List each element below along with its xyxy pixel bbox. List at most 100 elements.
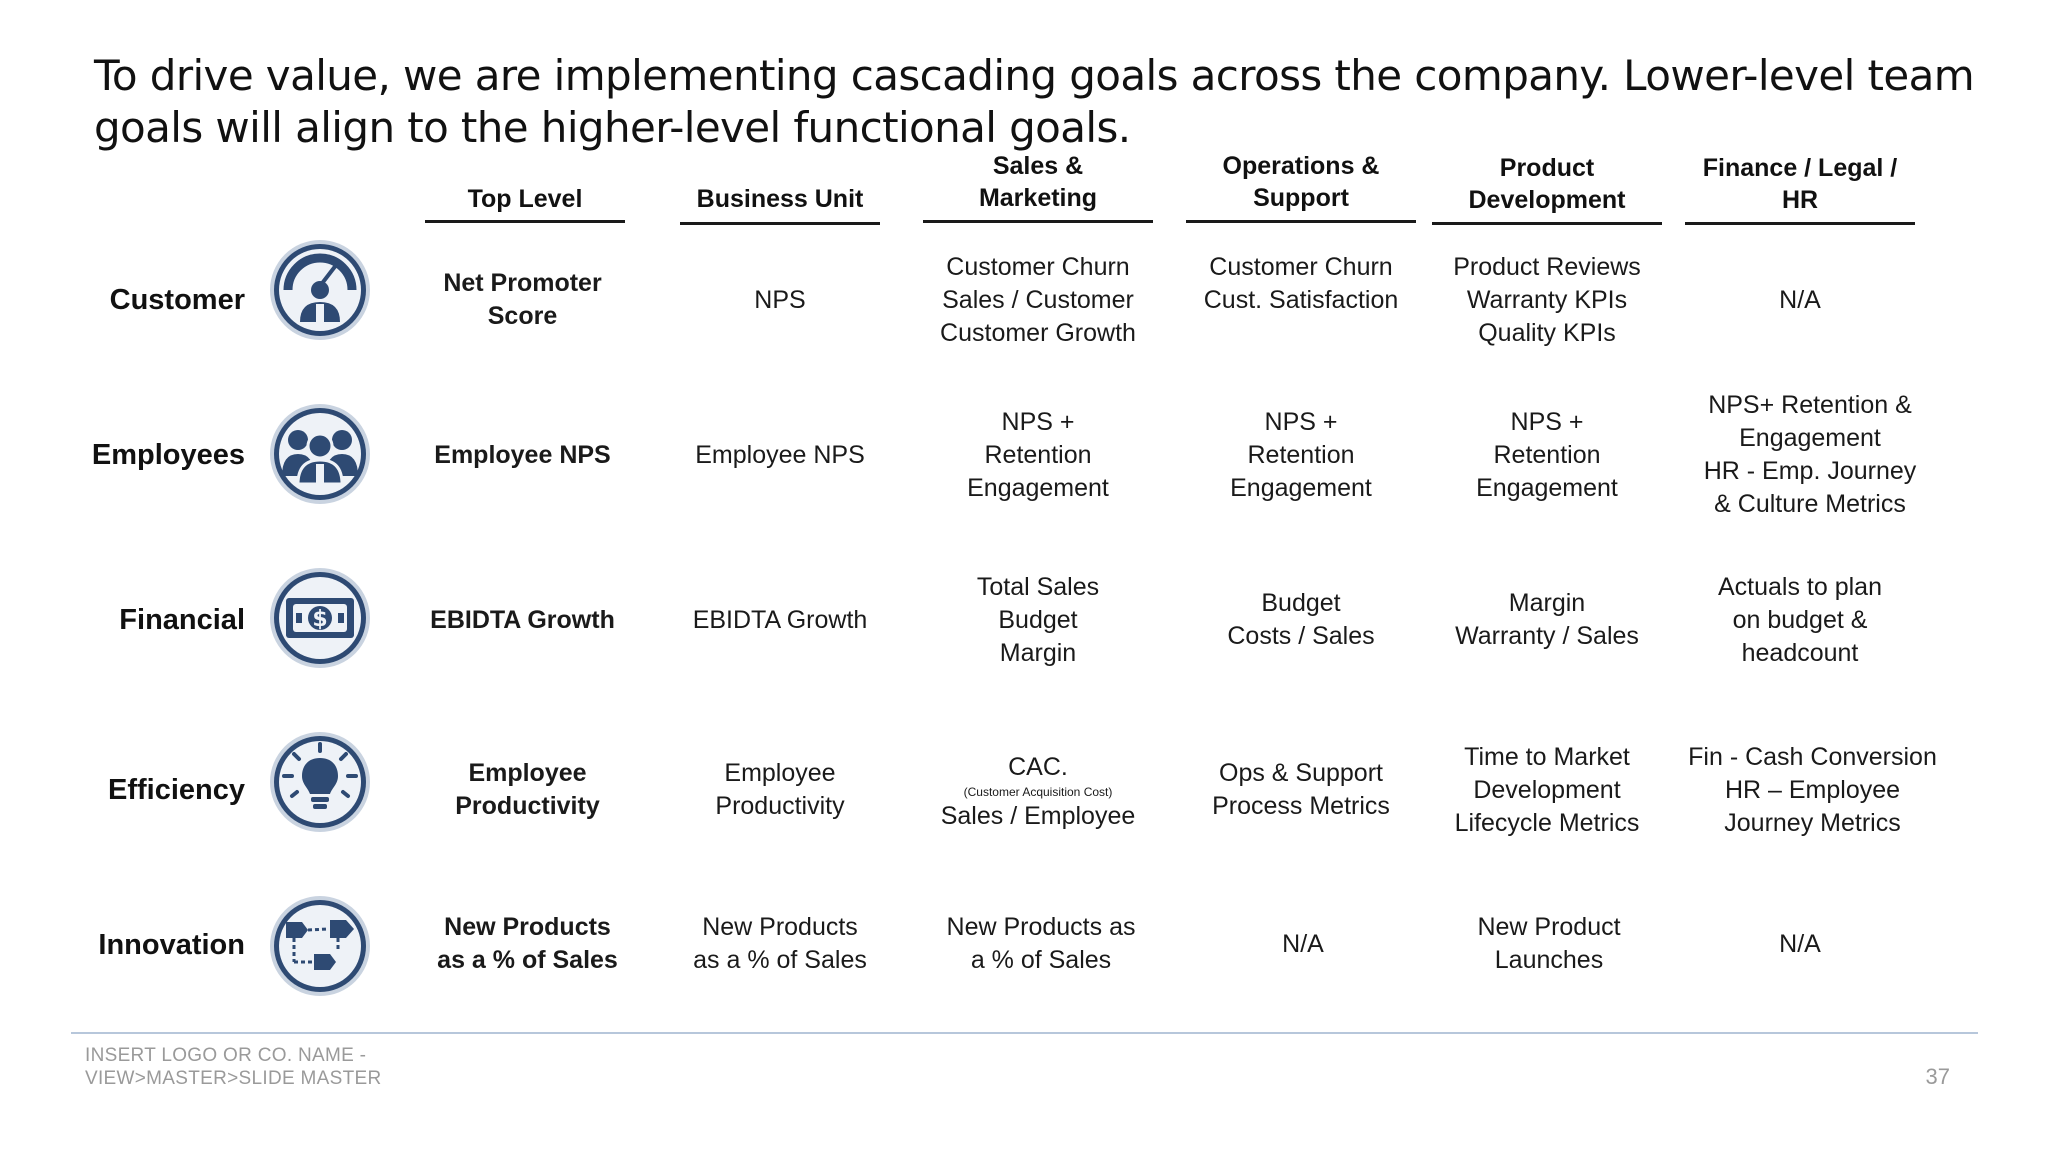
cell-line: Net Promoter [443, 269, 602, 297]
cell-line: NPS [754, 285, 806, 314]
cell-line: on budget & [1732, 605, 1868, 634]
process-flow-icon [268, 894, 372, 998]
cell-employees-product-development: NPS + Retention Engagement [1422, 385, 1672, 525]
cell-customer-business-unit: NPS [665, 230, 895, 370]
column-header-line: HR [1781, 186, 1819, 214]
cell-line: Warranty KPIs [1466, 285, 1628, 314]
cell-line: as a % of Sales [437, 946, 618, 974]
cell-efficiency-finance-legal-hr: Fin - Cash Conversion HR – Employee Jour… [1675, 720, 1950, 860]
column-header-operations-support: Operations & Support [1186, 146, 1416, 214]
cell-line: Retention [1247, 440, 1355, 469]
cell-line: Cust. Satisfaction [1203, 286, 1399, 314]
cell-line: Budget [998, 605, 1078, 634]
cell-line: HR – Employee [1724, 775, 1901, 804]
cell-line: HR - Emp. Journey [1703, 457, 1917, 485]
column-header-line: Operations & [1222, 152, 1380, 180]
cell-line: NPS+ Retention & [1708, 391, 1912, 419]
column-header-line: Development [1468, 186, 1626, 214]
cell-line: New Product [1477, 913, 1621, 941]
cell-line: Total Sales [976, 572, 1100, 601]
column-underline [680, 222, 880, 225]
lightbulb-icon [268, 730, 372, 834]
footer-line: VIEW>MASTER>SLIDE MASTER [85, 1068, 382, 1089]
column-header-top-level: Top Level [425, 165, 625, 215]
cell-line: CAC. [1008, 753, 1068, 781]
cell-line: NPS + [1001, 407, 1075, 436]
row-label-customer: Customer [109, 283, 245, 316]
cell-line: N/A [1779, 285, 1821, 314]
footer-divider [71, 1032, 1978, 1034]
cell-efficiency-operations-support: Ops & Support Process Metrics [1176, 720, 1426, 860]
cell-line: Employee [468, 759, 587, 787]
cell-line: Launches [1494, 946, 1604, 974]
cell-line: & Culture Metrics [1714, 490, 1906, 518]
cell-line: NPS + [1510, 407, 1584, 436]
page-number: 37 [1925, 1064, 1950, 1089]
cell-employees-finance-legal-hr: NPS+ Retention & Engagement HR - Emp. Jo… [1685, 385, 1935, 525]
cell-line: New Products as [946, 913, 1136, 941]
column-header-line: Sales & [992, 152, 1084, 180]
cell-line: N/A [1282, 929, 1324, 958]
cell-line: Budget [1261, 589, 1341, 617]
cell-line: Process Metrics [1212, 792, 1390, 820]
cell-customer-top-level: Net Promoter Score [410, 230, 635, 370]
dollar-bill-icon: $ [268, 566, 372, 670]
cell-efficiency-product-development: Time to Market Development Lifecycle Met… [1422, 720, 1672, 860]
cell-financial-business-unit: EBIDTA Growth [665, 550, 895, 690]
cell-innovation-top-level: New Products as a % of Sales [415, 874, 640, 1014]
cell-line: Productivity [715, 792, 845, 820]
cell-line: Employee NPS [695, 440, 865, 469]
cell-line: Sales / Customer [942, 285, 1134, 314]
cell-line: Productivity [455, 792, 600, 820]
cell-line: Margin [1508, 589, 1586, 617]
cell-line: Product Reviews [1453, 252, 1641, 281]
column-header-line: Support [1253, 184, 1349, 212]
cell-line: Retention [1493, 440, 1601, 469]
cell-line: Sales / Employee [940, 802, 1136, 830]
cell-footnote: (Customer Acquisition Cost) [963, 785, 1113, 799]
cell-line: Customer Churn [1209, 253, 1393, 281]
cell-line: Warranty / Sales [1455, 622, 1639, 650]
cell-line: Engagement [1739, 424, 1881, 452]
cell-employees-operations-support: NPS + Retention Engagement [1176, 385, 1426, 525]
cell-line: Customer Churn [946, 252, 1130, 281]
cell-line: Customer Growth [940, 318, 1136, 347]
cell-line: Employee [724, 759, 836, 787]
team-icon [268, 402, 372, 506]
cell-innovation-finance-legal-hr: N/A [1675, 874, 1925, 1014]
column-header-line: Business Unit [696, 185, 864, 213]
cell-line: New Products [702, 913, 858, 941]
slide-title: To drive value, we are implementing casc… [94, 51, 1975, 152]
cell-line: N/A [1779, 929, 1821, 958]
cell-line: Actuals to plan [1718, 572, 1882, 601]
row-label-efficiency: Efficiency [108, 773, 245, 806]
cell-efficiency-sales-marketing: CAC. (Customer Acquisition Cost) Sales /… [913, 722, 1163, 862]
cell-customer-product-development: Product Reviews Warranty KPIs Quality KP… [1422, 230, 1672, 370]
cell-financial-top-level: EBIDTA Growth [410, 550, 635, 690]
cell-line: Costs / Sales [1227, 622, 1375, 650]
column-header-business-unit: Business Unit [680, 165, 880, 215]
cell-line: as a % of Sales [693, 946, 867, 974]
cell-line: Ops & Support [1219, 759, 1383, 787]
cell-line: Lifecycle Metrics [1454, 808, 1640, 837]
column-underline [1685, 222, 1915, 225]
cell-employees-sales-marketing: NPS + Retention Engagement [913, 385, 1163, 525]
footer-logo-placeholder: INSERT LOGO OR CO. NAME - VIEW>MASTER>SL… [85, 1044, 382, 1090]
cell-financial-finance-legal-hr: Actuals to plan on budget & headcount [1675, 550, 1925, 690]
cell-employees-top-level: Employee NPS [410, 385, 635, 525]
cell-line: Fin - Cash Conversion [1688, 742, 1937, 771]
column-header-product-development: Product Development [1432, 148, 1662, 216]
row-label-employees: Employees [91, 438, 245, 471]
cell-customer-finance-legal-hr: N/A [1675, 230, 1925, 370]
cell-line: Engagement [1476, 473, 1618, 502]
cell-financial-sales-marketing: Total Sales Budget Margin [913, 550, 1163, 690]
cell-line: Employee NPS [434, 440, 611, 469]
gauge-person-icon [268, 238, 372, 342]
cell-customer-sales-marketing: Customer Churn Sales / Customer Customer… [913, 230, 1163, 370]
cell-line: Retention [984, 440, 1092, 469]
cell-line: New Products [444, 913, 611, 941]
column-underline [425, 220, 625, 223]
cell-line: Development [1473, 775, 1621, 804]
cell-line: Journey Metrics [1724, 808, 1901, 837]
cell-line: a % of Sales [970, 946, 1112, 974]
